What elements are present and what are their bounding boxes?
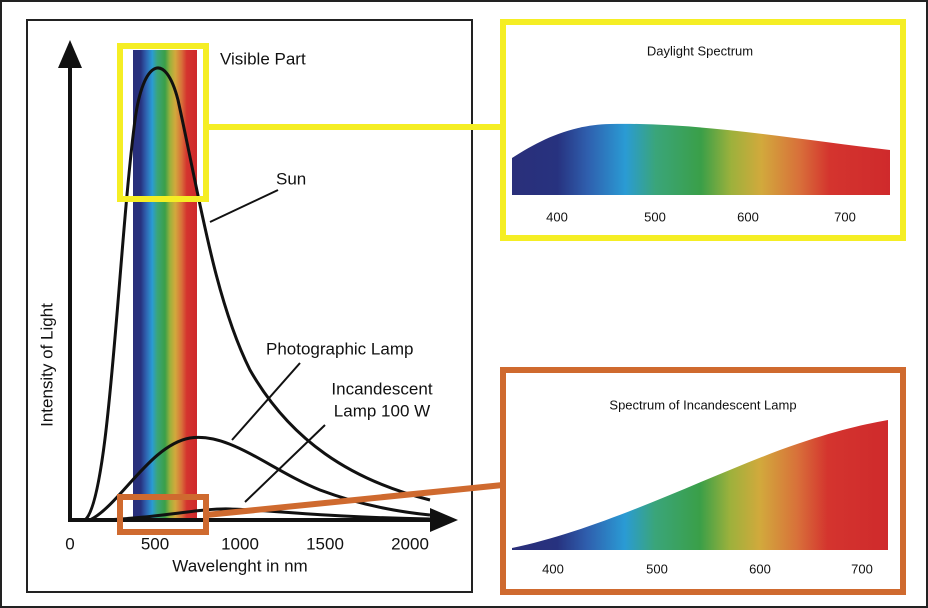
incandescent-label: Lamp 100 W (334, 401, 430, 420)
x-tick-label: 1500 (306, 534, 344, 553)
panel-title: Daylight Spectrum (647, 43, 753, 58)
panel-title: Spectrum of Incandescent Lamp (609, 397, 796, 412)
tick-label: 700 (834, 209, 856, 224)
sun-label: Sun (276, 169, 306, 188)
tick-label: 400 (546, 209, 568, 224)
x-tick-label: 1000 (221, 534, 259, 553)
y-axis-label: Intensity of Light (37, 303, 56, 427)
x-axis-label: Wavelenght in nm (172, 556, 307, 575)
visible-label: Visible Part (220, 49, 306, 68)
page: {"main_plot": {"y_axis_label": "Intensit… (0, 0, 928, 608)
incandescent-label: Incandescent (331, 379, 432, 398)
tick-label: 600 (737, 209, 759, 224)
tick-label: 500 (644, 209, 666, 224)
tick-label: 400 (542, 561, 564, 576)
tick-label: 500 (646, 561, 668, 576)
photographic-label: Photographic Lamp (266, 339, 413, 358)
x-tick-label: 2000 (391, 534, 429, 553)
tick-label: 700 (851, 561, 873, 576)
x-tick-label: 0 (65, 534, 74, 553)
tick-label: 600 (749, 561, 771, 576)
diagram: Intensity of Light Wavelenght in nm 0 50… (0, 0, 928, 608)
x-tick-label: 500 (141, 534, 169, 553)
